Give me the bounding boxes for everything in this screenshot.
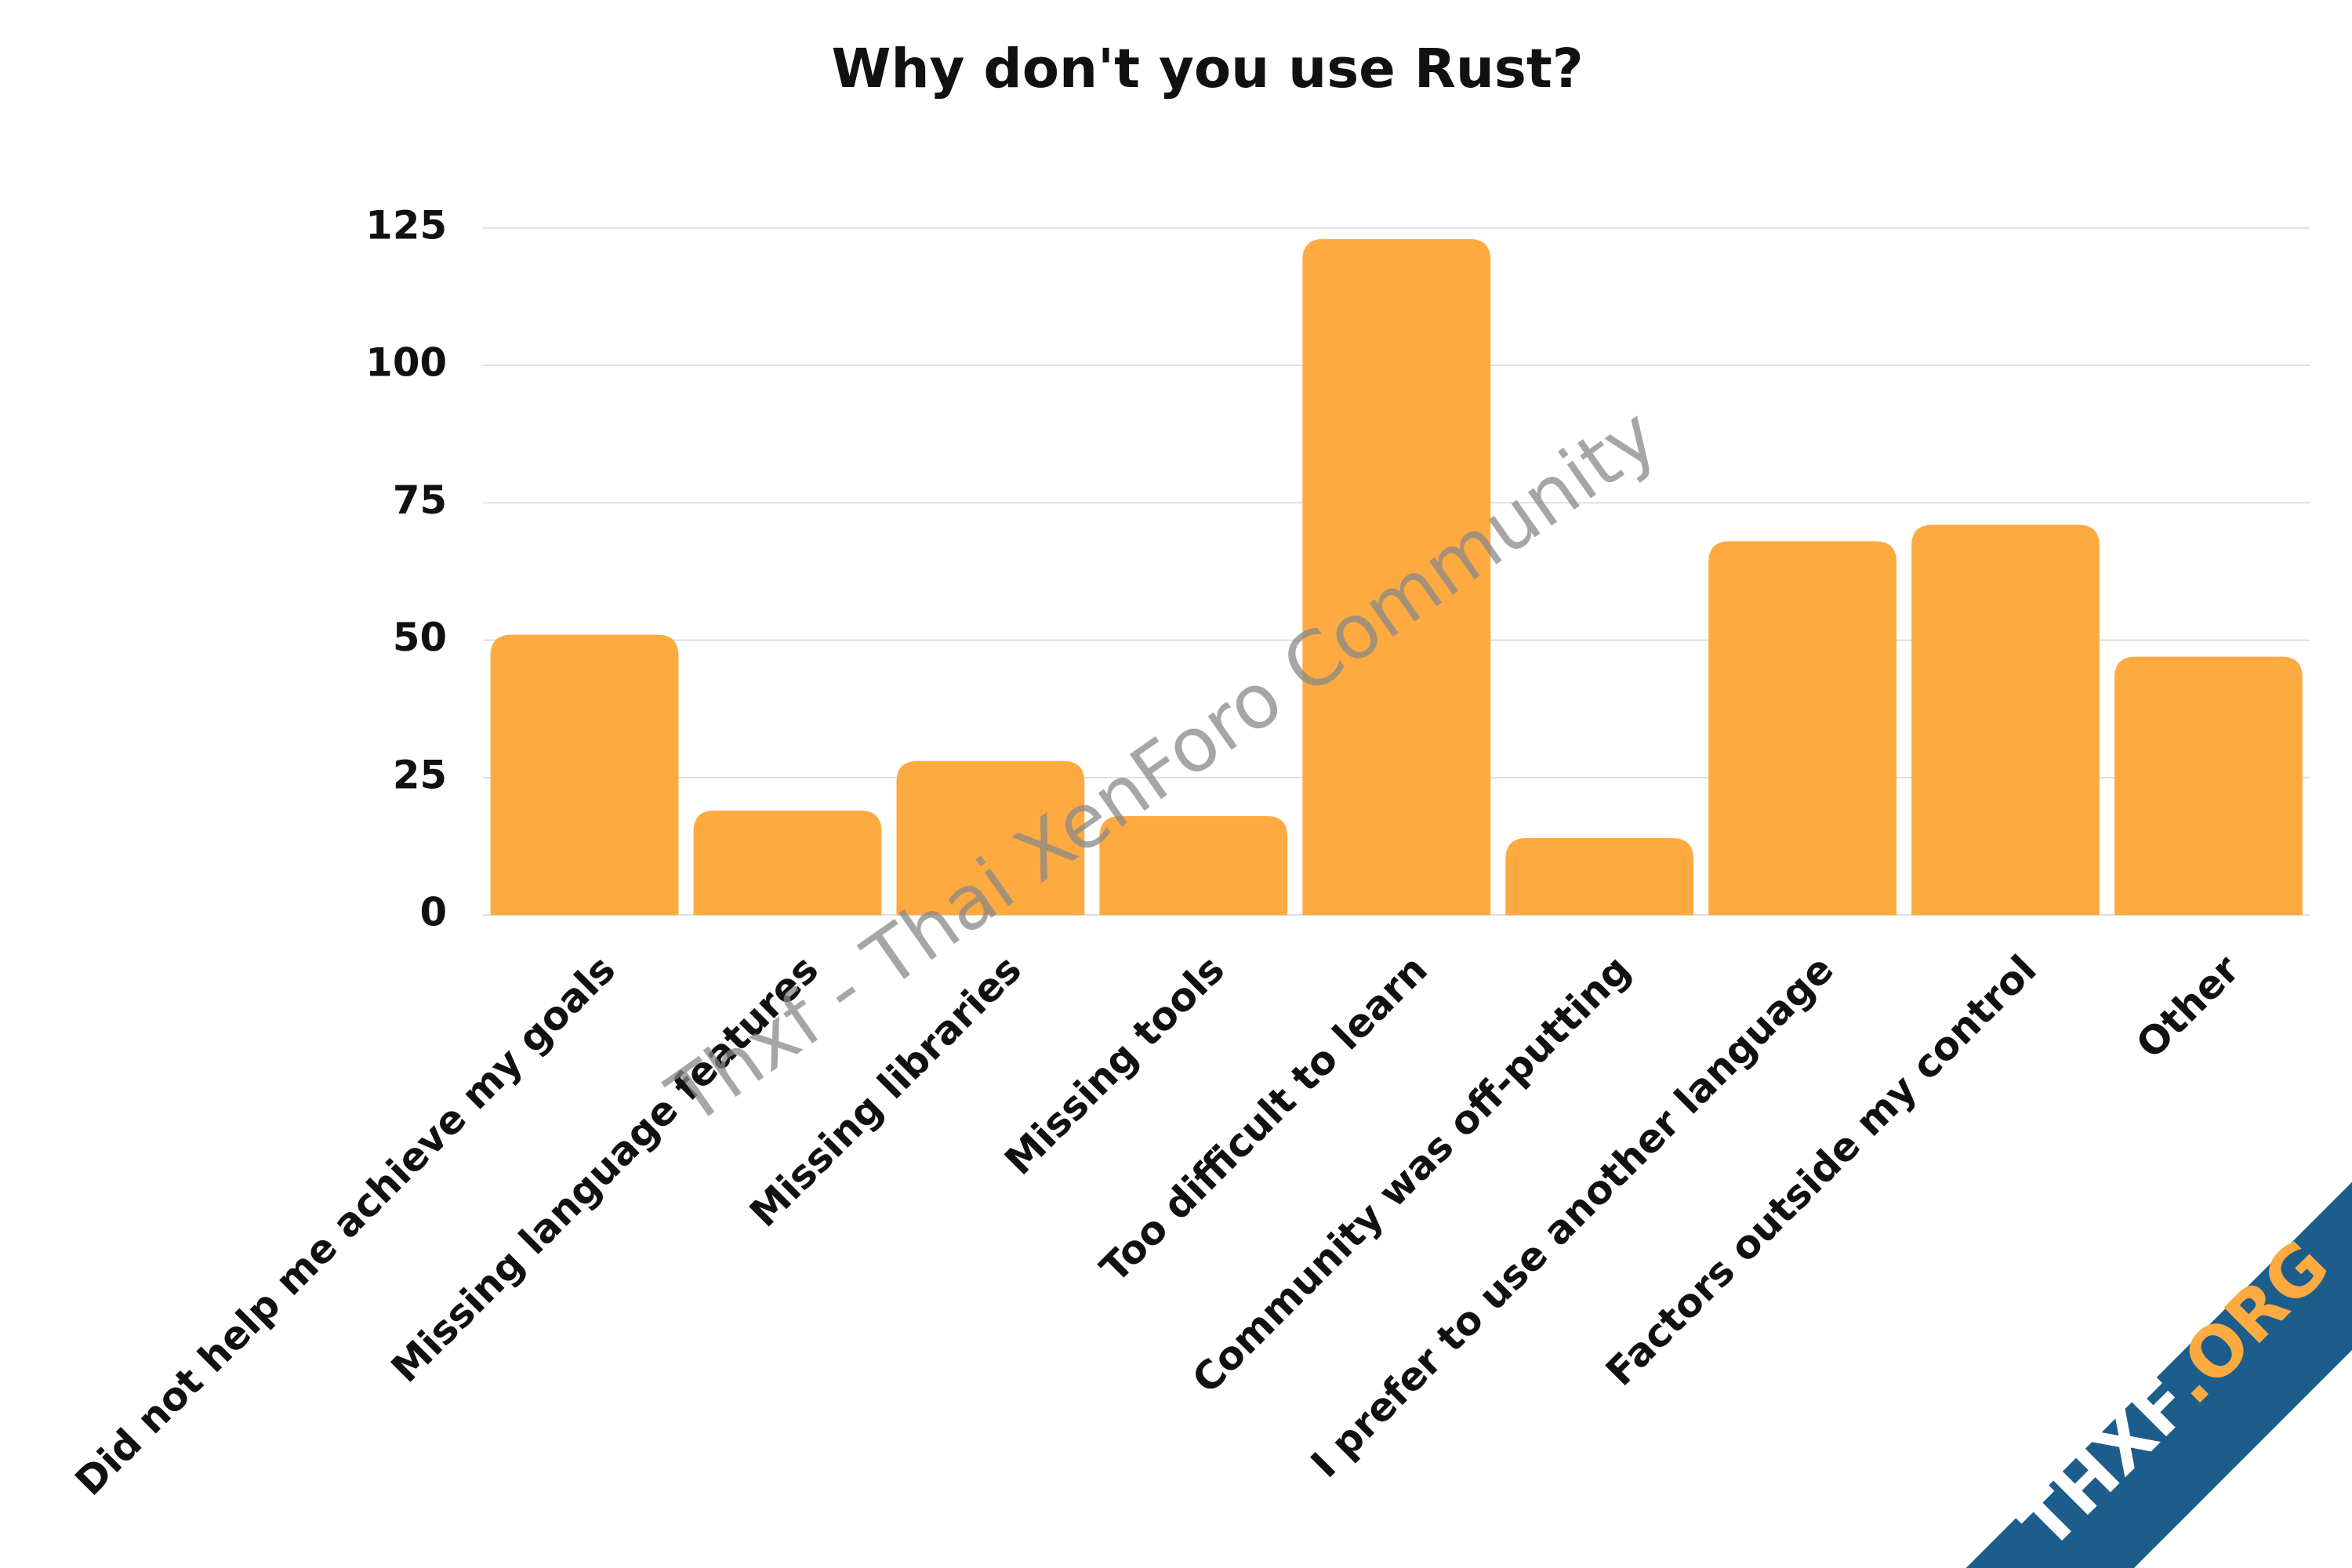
x-tick-label: Too difficult to learn xyxy=(1091,946,1436,1291)
bar xyxy=(1911,524,2100,916)
bar xyxy=(1505,837,1694,916)
bar xyxy=(896,760,1085,916)
x-tick-label: Community was off-putting xyxy=(1184,946,1639,1402)
bar xyxy=(1302,238,1491,916)
bar xyxy=(693,810,882,916)
chart-title: Why don't you use Rust? xyxy=(832,38,1584,100)
y-tick-label: 100 xyxy=(365,340,447,386)
y-tick-label: 75 xyxy=(393,477,447,523)
y-tick-label: 125 xyxy=(365,202,447,248)
bar xyxy=(2114,656,2303,916)
y-tick-label: 50 xyxy=(393,615,447,660)
x-tick-label: Other xyxy=(2128,946,2249,1067)
bar xyxy=(1099,815,1288,916)
y-tick-label: 0 xyxy=(420,890,448,935)
bar xyxy=(490,634,679,916)
bar xyxy=(1708,541,1897,916)
y-tick-label: 25 xyxy=(393,752,447,797)
x-tick-label: Missing tools xyxy=(996,946,1233,1184)
x-tick-label: Factors outside my control xyxy=(1597,946,2045,1395)
